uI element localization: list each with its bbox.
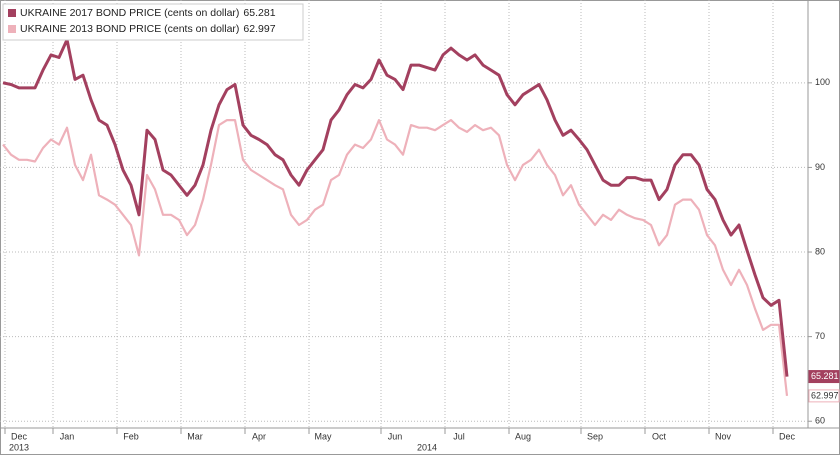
x-tick-label: Apr [252, 431, 266, 441]
legend-label: UKRAINE 2017 BOND PRICE (cents on dollar… [20, 7, 276, 19]
x-tick-label: Aug [515, 431, 531, 441]
x-tick-label: Sep [587, 431, 603, 441]
y-tick-label: 100 [815, 77, 830, 87]
x-tick-label: Jul [453, 431, 465, 441]
year-label: 2014 [417, 442, 437, 452]
legend-value: 62.997 [243, 23, 275, 35]
series-line [2, 38, 789, 377]
x-tick-label: Oct [652, 431, 667, 441]
x-tick-label: Jun [388, 431, 403, 441]
y-tick-label: 80 [815, 246, 825, 256]
value-label-box [808, 370, 840, 384]
legend-box [2, 3, 304, 41]
x-tick-label: Jan [60, 431, 75, 441]
legend-value: 65.281 [243, 7, 275, 19]
year-label: 2013 [9, 442, 29, 452]
x-tick-label: Dec [11, 431, 28, 441]
legend-swatch [8, 25, 16, 33]
legend: UKRAINE 2017 BOND PRICE (cents on dollar… [2, 3, 304, 41]
y-tick-label: 60 [815, 416, 825, 426]
legend-name: UKRAINE 2017 BOND PRICE (cents on dollar… [20, 7, 239, 19]
y-tick-label: 90 [815, 162, 825, 172]
x-tick-label: Nov [715, 431, 732, 441]
x-tick-label: Mar [187, 431, 203, 441]
legend-label: UKRAINE 2013 BOND PRICE (cents on dollar… [20, 23, 276, 35]
value-label: 65.281 [811, 371, 839, 381]
y-tick-label: 70 [815, 331, 825, 341]
plot [2, 38, 789, 397]
value-label: 62.997 [811, 390, 839, 400]
series-line [2, 119, 789, 397]
legend-name: UKRAINE 2013 BOND PRICE (cents on dollar… [20, 23, 239, 35]
value-label-box [808, 389, 840, 403]
x-tick-label: Dec [779, 431, 796, 441]
x-tick-label: Feb [123, 431, 139, 441]
legend-swatch [8, 9, 16, 17]
x-tick-label: May [314, 431, 332, 441]
